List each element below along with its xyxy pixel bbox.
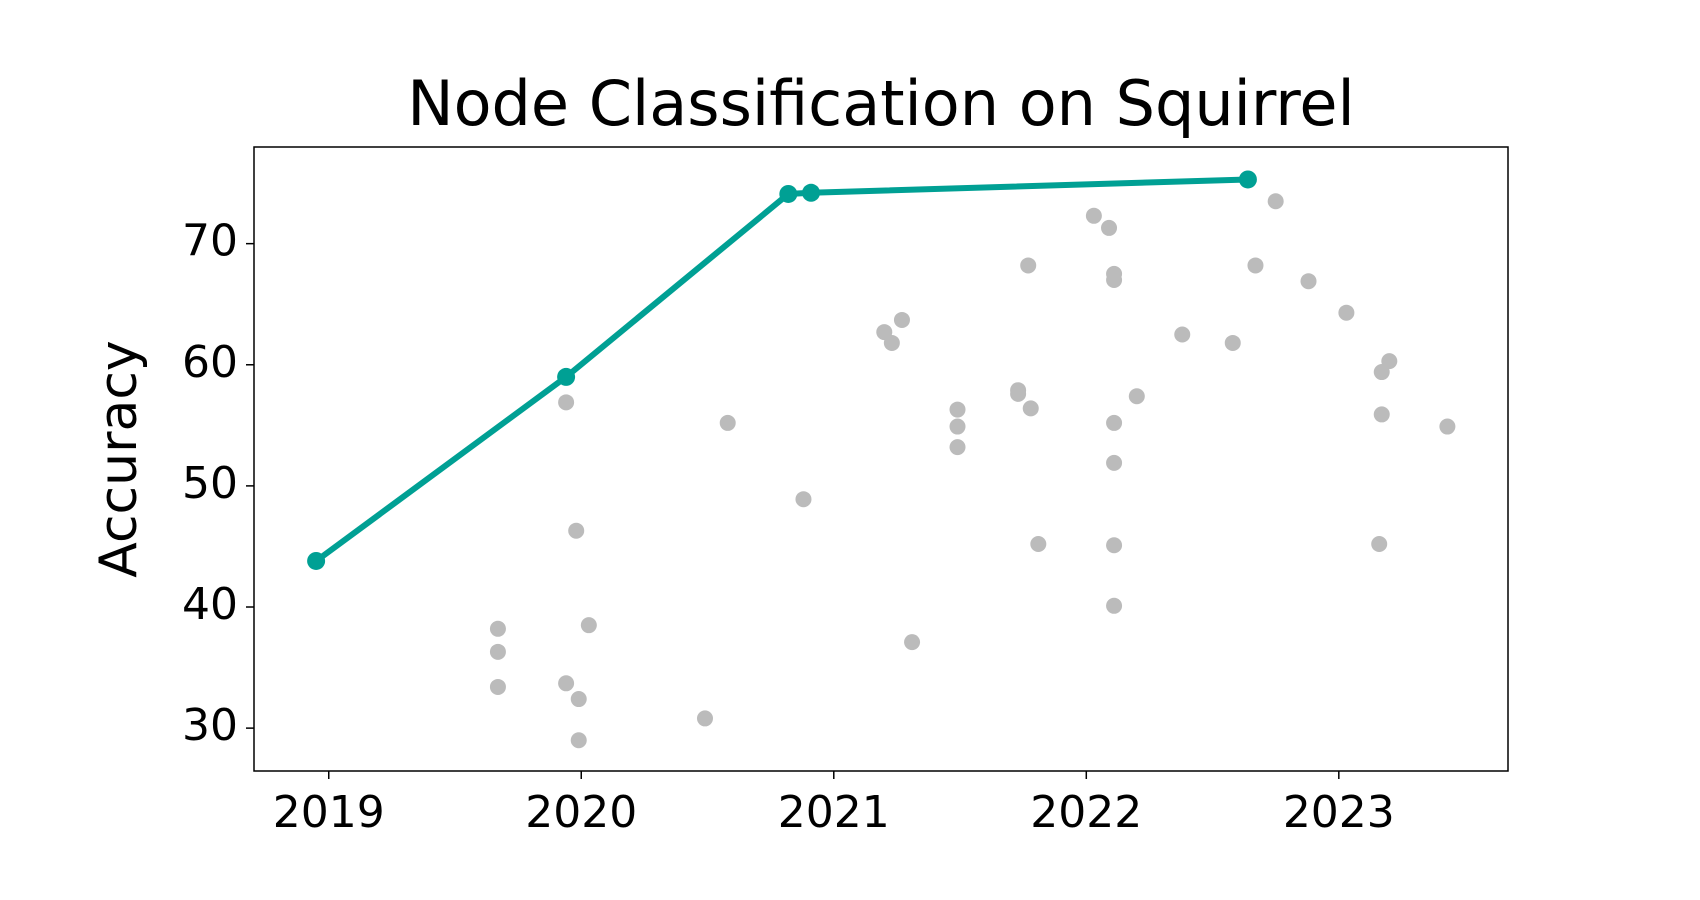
data-point <box>1300 273 1317 290</box>
y-tick-label: 70 <box>182 216 238 267</box>
data-point <box>489 620 506 637</box>
x-tick-label: 2023 <box>1283 787 1395 838</box>
x-tick-label: 2022 <box>1030 787 1142 838</box>
data-point <box>1030 536 1047 553</box>
data-point <box>1106 537 1123 554</box>
line <box>314 176 1249 564</box>
y-tick-label: 60 <box>182 337 238 388</box>
x-tick-label: 2019 <box>273 787 385 838</box>
data-point <box>580 617 597 634</box>
data-point <box>1224 334 1241 351</box>
data-point <box>1010 385 1027 402</box>
data-point <box>1371 536 1388 553</box>
data-point <box>1373 406 1390 423</box>
data-point <box>1128 388 1145 405</box>
y-tick-label: 30 <box>182 700 238 751</box>
y-tick-label: 50 <box>182 458 238 509</box>
line-marker <box>779 184 798 203</box>
data-point <box>489 643 506 660</box>
data-point <box>696 710 713 727</box>
data-point <box>568 522 585 539</box>
data-point <box>949 401 966 418</box>
data-point <box>570 691 587 708</box>
data-point <box>719 414 736 431</box>
data-point <box>570 732 587 749</box>
line-marker <box>557 367 576 386</box>
data-point <box>1106 454 1123 471</box>
line-marker <box>802 183 821 202</box>
data-point <box>1267 193 1284 210</box>
data-point <box>1381 353 1398 370</box>
data-point <box>904 634 921 651</box>
data-point <box>558 675 575 692</box>
data-point <box>1247 257 1264 274</box>
x-tick-label: 2021 <box>778 787 890 838</box>
data-point <box>558 394 575 411</box>
y-tick-label: 40 <box>182 579 238 630</box>
data-point <box>949 439 966 456</box>
plot-frame <box>253 146 1509 772</box>
line-marker <box>307 551 326 570</box>
data-point <box>1338 304 1355 321</box>
x-tick-label: 2020 <box>525 787 637 838</box>
data-point <box>893 311 910 328</box>
data-point <box>489 678 506 695</box>
data-point <box>883 334 900 351</box>
data-point <box>1022 400 1039 417</box>
data-point <box>1439 418 1456 435</box>
data-point <box>1106 414 1123 431</box>
data-point <box>795 491 812 508</box>
chart-title: Node Classification on Squirrel <box>407 67 1355 140</box>
data-point <box>1085 207 1102 224</box>
data-point <box>1101 219 1118 236</box>
line-marker <box>1238 170 1257 189</box>
y-axis-label: Accuracy <box>89 340 149 577</box>
data-point <box>1020 257 1037 274</box>
data-point <box>949 418 966 435</box>
data-point <box>1106 271 1123 288</box>
data-point <box>1106 597 1123 614</box>
data-point <box>1174 326 1191 343</box>
